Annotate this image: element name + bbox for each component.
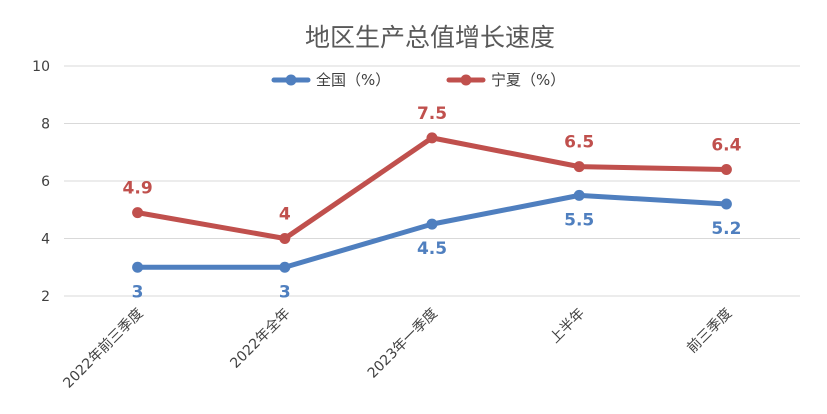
series-lines xyxy=(132,132,732,273)
data-point xyxy=(573,161,585,173)
data-point xyxy=(279,261,291,273)
data-point xyxy=(720,164,732,175)
data-label: 5.2 xyxy=(711,219,741,239)
data-point xyxy=(720,198,732,210)
data-label: 6.5 xyxy=(564,133,594,153)
legend: 全国（%） 宁夏（%） xyxy=(271,71,565,89)
y-tick-label: 2 xyxy=(41,289,50,305)
data-point xyxy=(132,207,144,219)
data-label: 5.5 xyxy=(564,210,594,230)
x-tick-label: 前三季度 xyxy=(684,305,736,357)
y-axis-ticks: 2 4 6 8 10 xyxy=(32,59,50,305)
x-tick-label: 2022年全年 xyxy=(227,305,294,372)
legend-label: 宁夏（%） xyxy=(491,71,565,89)
chart-title: 地区生产总值增长速度 xyxy=(305,23,555,52)
data-label: 7.5 xyxy=(417,104,447,124)
data-point xyxy=(426,132,438,144)
data-point xyxy=(426,218,438,230)
data-point xyxy=(573,189,585,201)
legend-swatch-point xyxy=(460,74,472,86)
data-label: 6.4 xyxy=(711,136,741,156)
y-tick-label: 8 xyxy=(41,117,50,133)
y-tick-label: 10 xyxy=(32,59,50,75)
data-label: 3 xyxy=(132,282,144,302)
y-tick-label: 4 xyxy=(41,232,50,248)
data-labels: 3 3 4.5 5.5 5.2 4.9 4 7.5 6.5 6.4 xyxy=(123,104,742,302)
legend-label: 全国（%） xyxy=(316,71,390,89)
grid-lines xyxy=(64,65,800,297)
data-label: 4 xyxy=(279,205,291,225)
data-label: 4.5 xyxy=(417,239,447,259)
data-label: 4.9 xyxy=(123,179,153,199)
data-point xyxy=(279,233,291,244)
y-tick-label: 6 xyxy=(41,174,50,190)
data-point xyxy=(132,261,144,273)
x-tick-label: 2022年前三季度 xyxy=(60,305,147,392)
x-tick-label: 上半年 xyxy=(547,306,588,347)
x-axis-ticks: 2022年前三季度 2022年全年 2023年一季度 上半年 前三季度 xyxy=(60,305,736,392)
data-label: 3 xyxy=(279,282,291,302)
x-tick-label: 2023年一季度 xyxy=(365,306,441,382)
legend-swatch-point xyxy=(285,74,297,86)
